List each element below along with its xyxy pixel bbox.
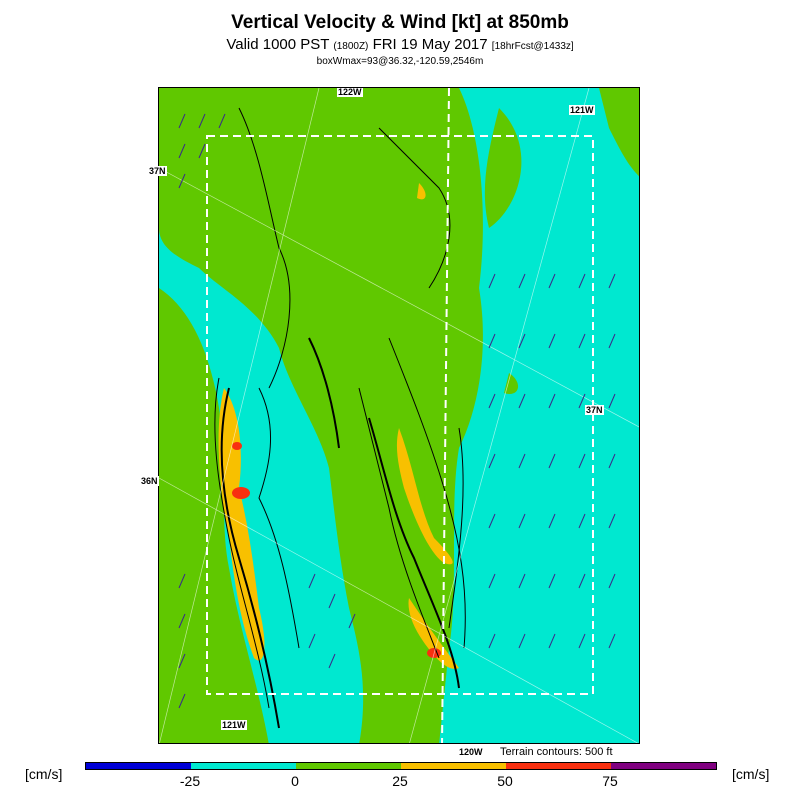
valid-utc: (1800Z) xyxy=(333,41,369,52)
color-swatch-above-75 xyxy=(611,763,716,769)
color-swatch-below-minus25 xyxy=(86,763,191,769)
lat-lon-grid xyxy=(159,88,639,743)
map-panel: 122W 121W 121W 37N xyxy=(158,87,640,744)
wind-barbs xyxy=(178,113,616,709)
color-scale xyxy=(85,762,717,770)
valid-date: FRI 19 May 2017 xyxy=(372,36,488,53)
green-regions xyxy=(159,88,639,743)
box-max-info: boxWmax=93@36.32,-120.59,2546m xyxy=(316,56,484,67)
yellow-regions xyxy=(218,183,459,669)
unit-label-left: [cm/s] xyxy=(25,766,63,782)
terrain-contours xyxy=(214,107,466,709)
color-swatch-50-75 xyxy=(506,763,611,769)
lon-label-121w-bottom: 121W xyxy=(221,720,247,730)
scale-tick-50: 50 xyxy=(497,773,513,789)
map-title: Vertical Velocity & Wind [kt] at 850mb xyxy=(231,12,569,33)
scale-tick-25: 25 xyxy=(392,773,408,789)
lon-label-122w: 122W xyxy=(337,87,363,97)
forecast-info: [18hrFcst@1433z] xyxy=(491,41,574,52)
lat-label-37n-left: 37N xyxy=(148,166,167,176)
velocity-field xyxy=(159,88,639,743)
thick-contours xyxy=(220,337,460,729)
lon-label-120w: 120W xyxy=(458,747,484,757)
valid-prefix: Valid 1000 PST xyxy=(226,36,330,53)
scale-tick-minus25: -25 xyxy=(179,773,201,789)
valid-time-line: Valid 1000 PST (1800Z) FRI 19 May 2017 [… xyxy=(0,36,800,53)
color-swatch-0-25 xyxy=(296,763,401,769)
lat-label-37n-right: 37N xyxy=(585,405,604,415)
terrain-note: Terrain contours: 500 ft xyxy=(500,746,613,758)
color-swatch-25-50 xyxy=(401,763,506,769)
unit-label-right: [cm/s] xyxy=(732,766,770,782)
color-swatch-minus25-0 xyxy=(191,763,296,769)
lat-label-36n: 36N xyxy=(140,476,159,486)
lon-label-121w-top: 121W xyxy=(569,105,595,115)
red-regions xyxy=(232,442,441,658)
scale-tick-75: 75 xyxy=(602,773,618,789)
scale-tick-0: 0 xyxy=(291,773,299,789)
